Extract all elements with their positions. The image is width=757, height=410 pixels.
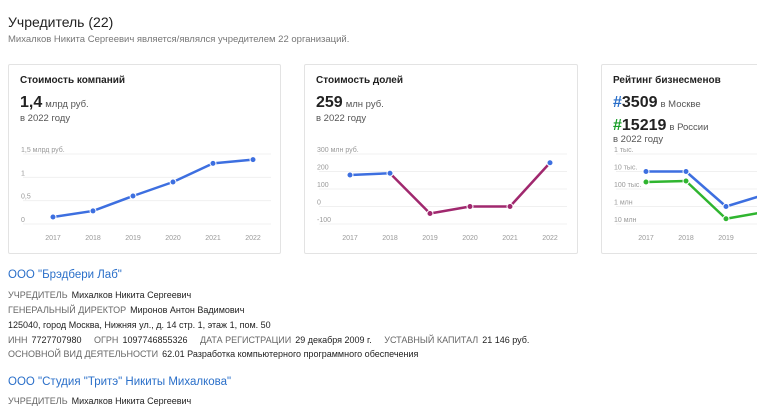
y-tick-label: 0 [21, 217, 25, 224]
data-point [682, 177, 690, 185]
y-tick-label: 1 [21, 170, 25, 177]
x-tick-label: 2017 [45, 235, 61, 242]
y-tick-label: 100 [317, 182, 329, 189]
x-tick-label: 2022 [542, 235, 558, 242]
series-line-segment [724, 195, 757, 208]
y-tick-label: -100 [317, 217, 331, 224]
org-founder-row: УЧРЕДИТЕЛЬ Михалков Никита Сергеевич [8, 396, 192, 406]
data-point [642, 178, 650, 186]
series-line-segment [428, 205, 472, 215]
series-line-segment [131, 180, 175, 198]
org-director-row: ГЕНЕРАЛЬНЫЙ ДИРЕКТОР Миронов Антон Вадимо… [8, 305, 245, 315]
org-link-bradbury[interactable]: ООО "Брэдбери Лаб" [8, 269, 122, 281]
page-title: Учредитель (22) [8, 14, 114, 30]
y-tick-label: 200 [317, 165, 329, 172]
series-line-segment [724, 212, 757, 220]
x-tick-label: 2020 [165, 235, 181, 242]
x-tick-label: 2018 [382, 235, 398, 242]
companies-value-chart: 1,5 млрд руб. 1 0,5 0 2017 2018 2019 2020 2021 20… [21, 146, 271, 242]
x-tick-label: 2018 [678, 235, 694, 242]
year-note: в 2022 году [20, 113, 71, 124]
x-tick-label: 2019 [718, 235, 734, 242]
org-ids-row: ИНН 7727707980 ОГРН 1097746855326 ДАТА РЕГ… [8, 335, 530, 345]
rating-moscow: #3509 в Москве [613, 94, 701, 111]
data-point [642, 168, 650, 175]
y-tick-label: 0 [317, 200, 321, 207]
card-title: Рейтинг бизнесменов [613, 75, 721, 86]
companies-value-card[interactable]: Стоимость компаний 1,4 млрд руб. в 2022 г… [8, 64, 281, 254]
shares-value-chart: 300 млн руб. 200 100 0 -100 2017 2018 2019 2020 2… [317, 146, 567, 242]
data-point [466, 203, 474, 210]
x-tick-label: 2017 [342, 235, 358, 242]
companies-value: 1,4 млрд руб. [20, 94, 89, 111]
series-line-segment [211, 158, 255, 165]
x-tick-label: 2021 [205, 235, 221, 242]
y-tick-label: 0,5 [21, 194, 31, 201]
x-tick-label: 2019 [125, 235, 141, 242]
data-point [546, 159, 554, 167]
org-link-trite[interactable]: ООО "Студия "Тритэ" Никиты Михалкова" [8, 376, 232, 388]
data-point [249, 156, 257, 164]
y-tick-label: 1,5 млрд руб. [21, 146, 65, 154]
rating-chart: 1 тыс. 10 тыс. 100 тыс. 1 млн 10 млн 2017 2018… [614, 147, 757, 242]
series-line-segment [644, 179, 688, 184]
data-point [129, 192, 137, 200]
series-line-segment [508, 161, 552, 208]
rating-russia: #15219 в России [613, 117, 709, 134]
data-point [386, 169, 394, 177]
data-point [722, 215, 730, 223]
data-point [209, 159, 217, 167]
data-point [346, 171, 354, 179]
series-line-segment [91, 194, 135, 213]
org-address: 125040, город Москва, Нижняя ул., д. 14 … [8, 320, 271, 330]
data-point [169, 178, 177, 186]
card-title: Стоимость долей [316, 75, 404, 86]
x-tick-label: 2021 [502, 235, 518, 242]
x-tick-label: 2018 [85, 235, 101, 242]
y-tick-label: 10 тыс. [614, 165, 637, 172]
year-note: в 2022 году [613, 134, 664, 145]
x-tick-label: 2017 [638, 235, 654, 242]
series-line-segment [171, 162, 215, 184]
shares-value-card[interactable]: Стоимость долей 259 млн руб. в 2022 году … [304, 64, 578, 254]
x-tick-label: 2022 [245, 235, 261, 242]
data-point [49, 213, 57, 221]
shares-value: 259 млн руб. [316, 94, 384, 111]
y-tick-label: 10 млн [614, 217, 637, 224]
org-founder-row: УЧРЕДИТЕЛЬ Михалков Никита Сергеевич [8, 290, 192, 300]
x-tick-label: 2019 [422, 235, 438, 242]
series-line-segment [388, 172, 432, 215]
data-point [722, 203, 730, 210]
series-line-segment [348, 172, 392, 177]
data-point [506, 203, 514, 210]
y-tick-label: 300 млн руб. [317, 146, 359, 154]
data-point [682, 168, 690, 175]
y-tick-label: 100 тыс. [614, 182, 641, 189]
rating-card[interactable]: Рейтинг бизнесменов #3509 в Москве #15219… [601, 64, 757, 254]
series-line-segment [684, 170, 728, 208]
card-title: Стоимость компаний [20, 75, 126, 86]
page-subtitle: Михалков Никита Сергеевич является/являл… [8, 34, 350, 45]
y-tick-label: 1 млн [614, 200, 633, 207]
data-point [426, 210, 434, 217]
x-tick-label: 2020 [462, 235, 478, 242]
year-note: в 2022 году [316, 113, 367, 124]
data-point [89, 207, 97, 215]
org-activity-row: ОСНОВНОЙ ВИД ДЕЯТЕЛЬНОСТИ 62.01 Разработк… [8, 349, 419, 359]
series-line-segment [51, 209, 95, 219]
series-line-segment [684, 179, 728, 220]
y-tick-label: 1 тыс. [614, 147, 634, 154]
